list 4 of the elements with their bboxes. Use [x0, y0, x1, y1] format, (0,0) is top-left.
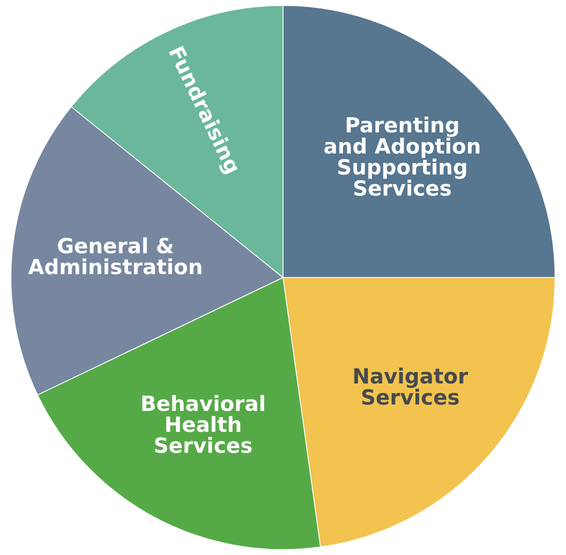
slice-label: General & Administration [28, 237, 202, 274]
slice-label: Behavioral Health Services [142, 395, 264, 454]
slice-label: Parenting and Adoption Supporting Services [324, 116, 480, 196]
slice-label: Navigator Services [354, 368, 468, 405]
